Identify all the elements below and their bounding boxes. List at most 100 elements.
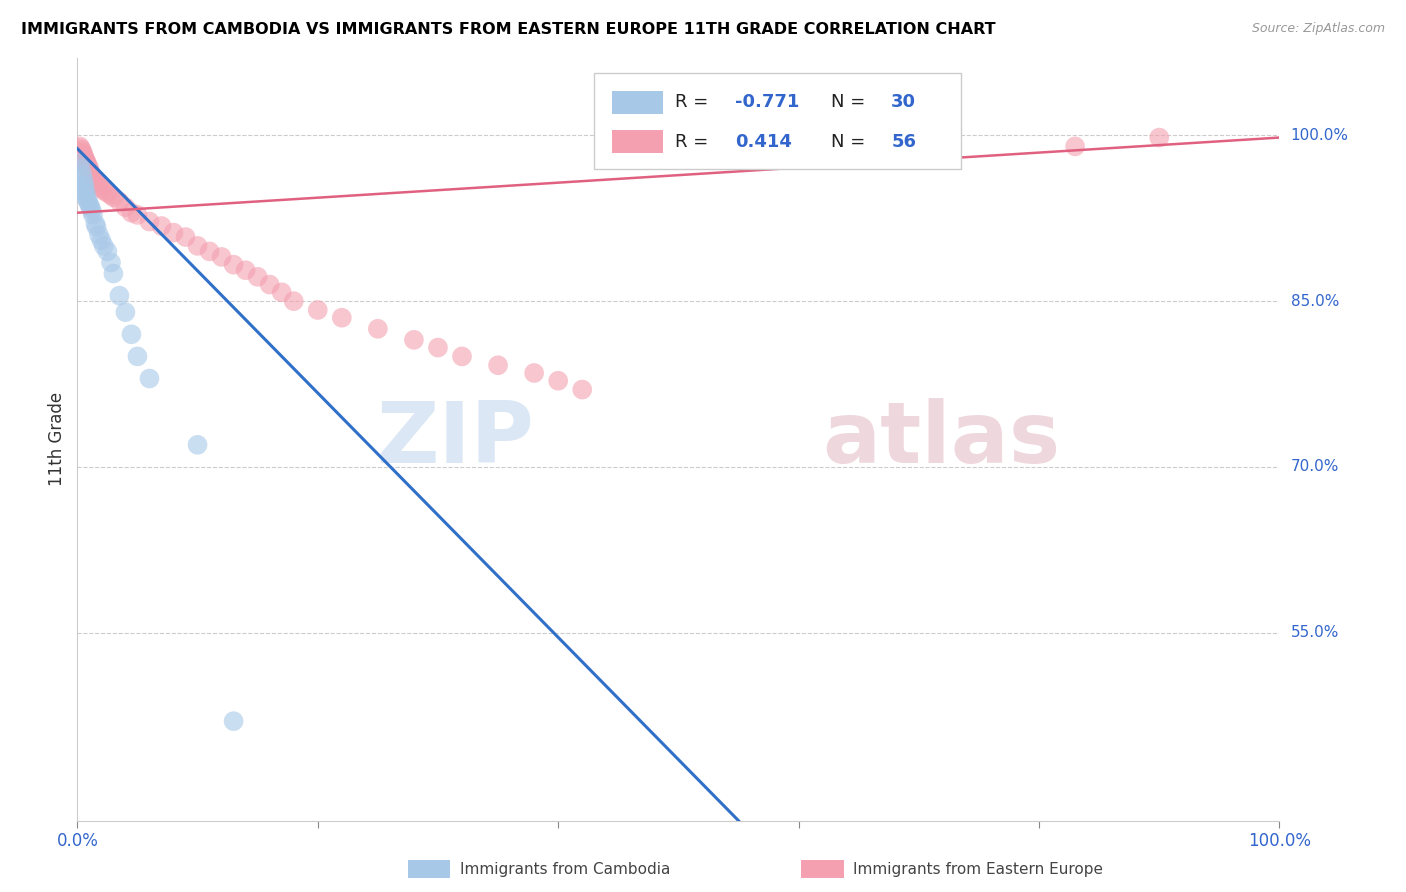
Point [100, 188, 122, 202]
Point [127, 350, 149, 364]
Point [108, 288, 131, 302]
Point [90, 181, 112, 195]
Text: N =: N = [831, 133, 872, 151]
Point [307, 303, 329, 318]
Point [75, 189, 97, 203]
Point [235, 263, 257, 277]
Text: 70.0%: 70.0% [1291, 459, 1339, 475]
Y-axis label: 11th Grade: 11th Grade [48, 392, 66, 486]
Point [211, 250, 233, 264]
Point [79, 166, 101, 180]
Point [120, 327, 142, 342]
Point [90, 233, 112, 247]
Point [100, 255, 122, 269]
Point [79, 200, 101, 214]
Point [77, 159, 100, 173]
Text: ZIP: ZIP [377, 398, 534, 481]
Point [84, 217, 107, 231]
Point [77, 194, 100, 209]
Point [103, 190, 125, 204]
Text: 0.414: 0.414 [735, 133, 792, 151]
Point [150, 219, 173, 233]
Point [259, 277, 281, 292]
Text: N =: N = [831, 94, 872, 112]
Point [73, 184, 96, 198]
Point [186, 438, 209, 452]
Point [69, 139, 91, 153]
Point [367, 322, 389, 336]
Text: 30: 30 [891, 94, 917, 112]
Point [114, 200, 136, 214]
Point [87, 227, 110, 242]
Point [198, 244, 221, 259]
Point [108, 194, 131, 209]
Point [73, 152, 96, 166]
Point [70, 144, 93, 158]
Point [138, 371, 160, 385]
Point [547, 374, 569, 388]
Point [138, 214, 160, 228]
Point [571, 383, 593, 397]
Point [72, 172, 94, 186]
Point [75, 154, 97, 169]
Point [1149, 130, 1171, 145]
Point [79, 163, 101, 178]
Text: 56: 56 [891, 133, 917, 151]
Point [127, 208, 149, 222]
Point [82, 208, 104, 222]
Point [1064, 139, 1087, 153]
Point [174, 230, 197, 244]
Point [82, 170, 104, 185]
Text: Immigrants from Eastern Europe: Immigrants from Eastern Europe [853, 863, 1104, 877]
Point [93, 239, 115, 253]
Point [84, 175, 107, 189]
Point [162, 226, 184, 240]
Point [75, 186, 97, 200]
Point [451, 350, 474, 364]
Text: R =: R = [675, 94, 714, 112]
Text: 55.0%: 55.0% [1291, 625, 1339, 640]
Point [80, 203, 103, 218]
Point [76, 158, 98, 172]
Text: Immigrants from Cambodia: Immigrants from Cambodia [460, 863, 671, 877]
Point [73, 178, 96, 193]
Point [270, 285, 292, 300]
Point [93, 184, 115, 198]
Point [70, 167, 93, 181]
Point [72, 178, 94, 193]
Point [120, 205, 142, 219]
Point [186, 239, 209, 253]
Point [402, 333, 425, 347]
Bar [612, 91, 662, 113]
Point [222, 258, 245, 272]
Point [114, 305, 136, 319]
Point [70, 161, 93, 176]
Point [72, 149, 94, 163]
Point [96, 244, 118, 259]
Point [76, 156, 98, 170]
Point [70, 146, 93, 161]
FancyBboxPatch shape [595, 73, 960, 169]
Text: 85.0%: 85.0% [1291, 293, 1339, 309]
Bar [612, 130, 662, 153]
Point [69, 156, 91, 170]
Point [76, 193, 98, 207]
Point [427, 341, 450, 355]
Point [80, 168, 103, 182]
Point [86, 177, 108, 191]
Point [222, 714, 245, 728]
Point [103, 267, 125, 281]
Point [70, 142, 93, 156]
Point [523, 366, 546, 380]
Point [330, 310, 353, 325]
Point [486, 358, 509, 372]
Text: Source: ZipAtlas.com: Source: ZipAtlas.com [1251, 22, 1385, 36]
Point [96, 186, 118, 200]
Point [75, 153, 97, 168]
Text: IMMIGRANTS FROM CAMBODIA VS IMMIGRANTS FROM EASTERN EUROPE 11TH GRADE CORRELATIO: IMMIGRANTS FROM CAMBODIA VS IMMIGRANTS F… [21, 22, 995, 37]
Point [72, 147, 94, 161]
Point [79, 161, 101, 176]
Point [246, 269, 269, 284]
Text: atlas: atlas [823, 398, 1062, 481]
Point [83, 172, 105, 186]
